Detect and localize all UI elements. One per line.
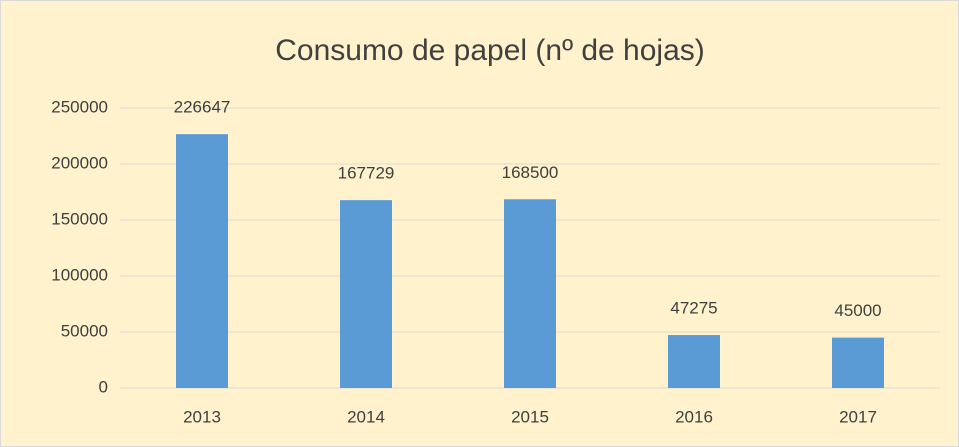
x-tick-label: 2015 bbox=[511, 407, 549, 426]
bar bbox=[668, 335, 720, 388]
bar bbox=[340, 200, 392, 388]
bar bbox=[176, 134, 228, 388]
data-label: 45000 bbox=[834, 301, 881, 320]
chart-title: Consumo de papel (nº de hojas) bbox=[275, 34, 705, 67]
x-tick-label: 2013 bbox=[183, 407, 221, 426]
x-tick-label: 2017 bbox=[839, 407, 877, 426]
data-label: 47275 bbox=[670, 299, 717, 318]
bar bbox=[832, 337, 884, 388]
y-tick-label: 150000 bbox=[51, 209, 108, 228]
y-tick-label: 50000 bbox=[61, 321, 108, 340]
data-label: 168500 bbox=[502, 163, 559, 182]
y-tick-label: 250000 bbox=[51, 97, 108, 116]
x-tick-label: 2016 bbox=[675, 407, 713, 426]
bar bbox=[504, 199, 556, 388]
x-tick-label: 2014 bbox=[347, 407, 385, 426]
data-label: 167729 bbox=[338, 164, 395, 183]
y-tick-label: 0 bbox=[99, 377, 108, 396]
y-tick-label: 100000 bbox=[51, 265, 108, 284]
data-label: 226647 bbox=[174, 98, 231, 117]
y-tick-label: 200000 bbox=[51, 153, 108, 172]
